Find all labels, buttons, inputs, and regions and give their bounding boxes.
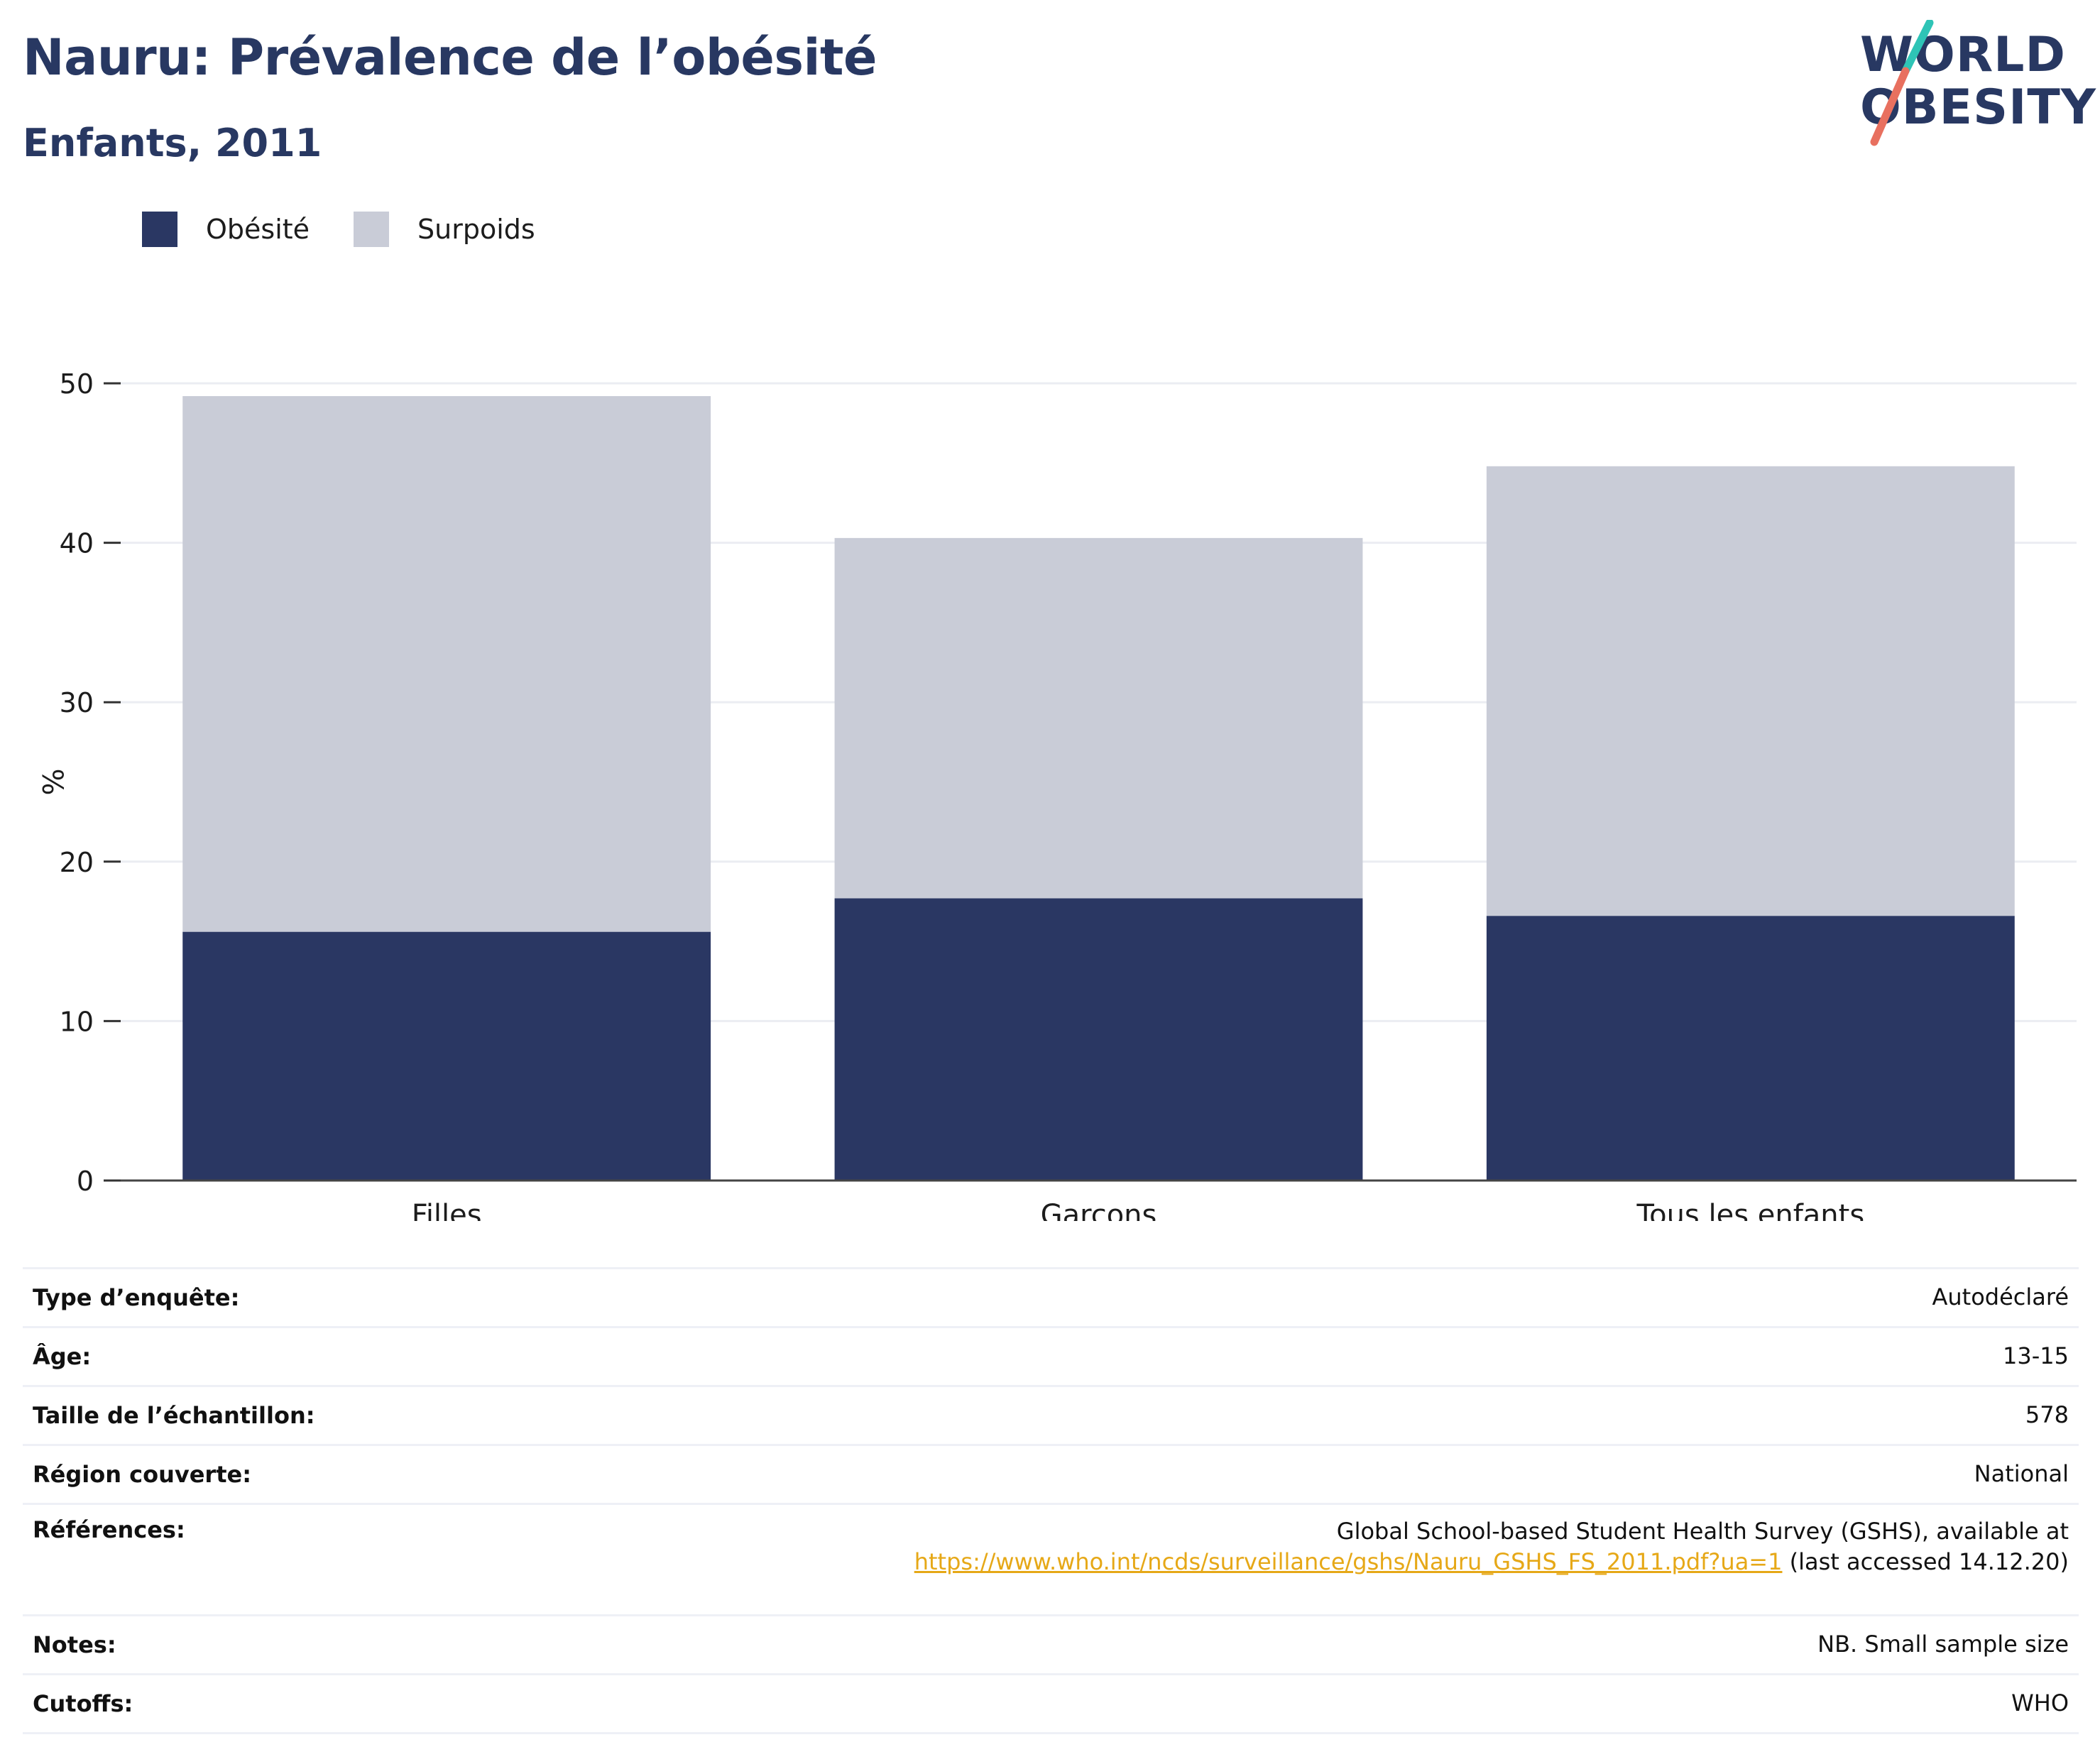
info-row-sample-size: Taille de l’échantillon: 578 [23,1387,2079,1446]
info-label-cutoffs: Cutoffs: [33,1690,133,1717]
bar-surpoids-2 [1486,466,2015,916]
info-label-notes: Notes: [33,1631,116,1658]
x-axis-ticks: Filles Garçons Tous les enfants [121,1179,2077,1221]
y-axis-ticks: 0 10 20 30 40 50 [60,368,121,1197]
x-tick-label-1: Garçons [1041,1199,1157,1221]
y-tick-label-40: 40 [60,528,94,559]
y-tick-label-20: 20 [60,847,94,878]
info-label-region: Région couverte: [33,1461,251,1488]
references-text: Global School-based Student Health Surve… [1336,1518,2069,1545]
world-obesity-logo: WORLD OBESITY [1846,20,2096,148]
stacked-bar-chart: 0 10 20 30 40 50 Filles Garçons Tous les enfant… [35,368,2077,1221]
chart-bars [182,395,2015,1181]
page-subtitle: Enfants, 2011 [23,121,322,165]
legend-item-surpoids[interactable]: Surpoids [354,212,535,247]
info-value-references: Global School-based Student Health Surve… [914,1516,2069,1577]
info-row-notes: Notes: NB. Small sample size [23,1616,2079,1675]
x-tick-label-2: Tous les enfants [1636,1199,1864,1221]
bar-surpoids-0 [182,395,711,932]
legend-swatch-obesite [142,212,177,247]
y-tick-label-10: 10 [60,1006,94,1037]
bar-obesite-1 [834,898,1363,1181]
info-label-sample-size: Taille de l’échantillon: [33,1402,315,1429]
info-value-notes: NB. Small sample size [1817,1631,2069,1658]
legend-swatch-surpoids [354,212,390,247]
legend-item-obesite[interactable]: Obésité [142,212,310,247]
info-label-references: Références: [33,1516,185,1543]
info-row-survey-type: Type d’enquête: Autodéclaré [23,1269,2079,1328]
y-tick-label-30: 30 [60,687,94,718]
bar-obesite-0 [182,931,711,1181]
info-value-region: National [1974,1460,2069,1488]
legend-label-surpoids: Surpoids [417,214,535,245]
info-row-cutoffs: Cutoffs: WHO [23,1675,2079,1734]
legend-label-obesite: Obésité [206,214,310,245]
bar-surpoids-1 [834,537,1363,899]
survey-info-table: Type d’enquête: Autodéclaré Âge: 13-15 T… [23,1267,2079,1734]
info-row-region: Région couverte: National [23,1446,2079,1505]
chart-legend: Obésité Surpoids [142,212,579,247]
logo-slash-icon [1870,20,1934,146]
references-link[interactable]: https://www.who.int/ncds/surveillance/gs… [914,1548,1783,1576]
y-axis-label: % [35,768,68,795]
y-tick-label-50: 50 [60,368,94,400]
x-tick-label-0: Filles [412,1199,482,1221]
info-value-sample-size: 578 [2025,1401,2069,1429]
page-title: Nauru: Prévalence de l’obésité [23,28,877,87]
y-tick-label-0: 0 [77,1166,94,1197]
info-row-references: Références: Global School-based Student … [23,1505,2079,1616]
info-value-age: 13-15 [2003,1342,2069,1370]
info-label-age: Âge: [33,1343,92,1370]
info-row-age: Âge: 13-15 [23,1328,2079,1387]
references-suffix: (last accessed 14.12.20) [1789,1548,2069,1576]
info-label-survey-type: Type d’enquête: [33,1284,240,1311]
logo-line1: WORLD [1860,27,2066,83]
info-value-cutoffs: WHO [2011,1690,2069,1717]
info-value-survey-type: Autodéclaré [1932,1283,2069,1311]
bar-obesite-2 [1486,916,2015,1181]
